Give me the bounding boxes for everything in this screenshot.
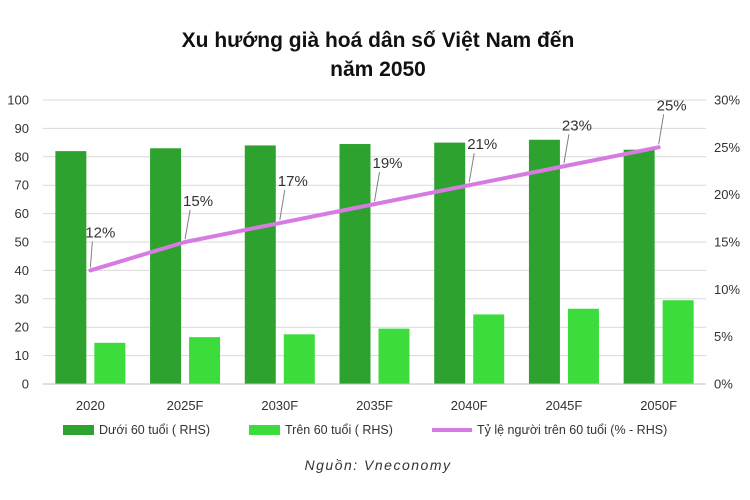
x-tick-label: 2040F bbox=[451, 398, 488, 413]
data-label: 23% bbox=[562, 117, 592, 134]
bars bbox=[55, 139, 694, 384]
y-axis-right: 0% 5% 10% 15% 20% 25% 30% bbox=[714, 93, 740, 392]
data-label: 19% bbox=[372, 155, 402, 172]
leader-line bbox=[374, 172, 380, 202]
bar-over-60 bbox=[473, 314, 505, 384]
leader-line bbox=[89, 241, 93, 268]
x-tick-label: 2030F bbox=[261, 398, 298, 413]
x-tick-label: 2035F bbox=[356, 398, 393, 413]
data-label: 25% bbox=[657, 97, 687, 114]
legend: Dưới 60 tuổi ( RHS) Trên 60 tuổi ( RHS) Tỷ… bbox=[63, 423, 667, 437]
leader-line bbox=[279, 189, 286, 221]
y-right-tick-label: 15% bbox=[714, 235, 740, 250]
y-left-tick-label: 90 bbox=[15, 121, 29, 136]
y-left-tick-label: 40 bbox=[15, 263, 29, 278]
y-right-tick-label: 25% bbox=[714, 140, 740, 155]
y-left-tick-label: 20 bbox=[15, 320, 29, 335]
y-right-tick-label: 20% bbox=[714, 187, 740, 202]
y-left-tick-label: 80 bbox=[15, 149, 29, 164]
y-right-tick-label: 10% bbox=[714, 282, 740, 297]
y-left-tick-label: 70 bbox=[15, 178, 29, 193]
leader-line bbox=[468, 153, 475, 183]
x-axis: 2020 2025F 2030F 2035F 2040F 2045F 2050F bbox=[43, 383, 706, 413]
chart-title-line-2: năm 2050 bbox=[330, 58, 426, 81]
bar-over-60 bbox=[567, 308, 599, 384]
y-axis-left: 0 10 20 30 40 50 60 70 80 90 100 bbox=[7, 93, 29, 392]
bar-under-60 bbox=[55, 151, 87, 384]
bar-under-60 bbox=[150, 148, 182, 384]
bar-over-60 bbox=[378, 328, 410, 384]
leader-line bbox=[658, 114, 665, 145]
y-right-tick-label: 30% bbox=[714, 93, 740, 108]
legend-label: Dưới 60 tuổi ( RHS) bbox=[99, 423, 210, 437]
bar-over-60 bbox=[662, 300, 694, 384]
legend-label: Tỷ lệ người trên 60 tuổi (% - RHS) bbox=[477, 423, 667, 437]
chart-title: Xu hướng già hoá dân số Việt Nam đến năm… bbox=[182, 29, 575, 81]
legend-swatch bbox=[63, 425, 94, 435]
data-label: 15% bbox=[183, 193, 213, 210]
bar-over-60 bbox=[283, 334, 315, 384]
bar-over-60 bbox=[189, 337, 221, 384]
legend-label: Trên 60 tuổi ( RHS) bbox=[285, 423, 393, 437]
x-tick-label: 2050F bbox=[640, 398, 677, 413]
y-left-tick-label: 60 bbox=[15, 206, 29, 221]
y-left-tick-label: 10 bbox=[15, 348, 29, 363]
bar-over-60 bbox=[94, 342, 126, 384]
leader-line bbox=[184, 209, 191, 240]
chart-title-line-1: Xu hướng già hoá dân số Việt Nam đến bbox=[182, 29, 575, 52]
y-left-tick-label: 100 bbox=[7, 93, 29, 108]
data-label: 12% bbox=[85, 224, 115, 241]
legend-swatch bbox=[249, 425, 280, 435]
bar-under-60 bbox=[244, 145, 276, 384]
y-left-tick-label: 30 bbox=[15, 291, 29, 306]
y-left-tick-label: 50 bbox=[15, 235, 29, 250]
line-ratio-over-60 bbox=[88, 145, 661, 273]
data-label: 21% bbox=[467, 136, 497, 153]
data-label: 17% bbox=[278, 173, 308, 190]
y-left-tick-label: 0 bbox=[22, 377, 29, 392]
bar-under-60 bbox=[434, 142, 466, 384]
bar-under-60 bbox=[339, 144, 371, 384]
bar-under-60 bbox=[623, 149, 655, 384]
line-series: 12% 15% 17% 19% 21% 23% 25% bbox=[85, 97, 687, 273]
y-right-tick-label: 0% bbox=[714, 377, 733, 392]
y-right-tick-label: 5% bbox=[714, 329, 733, 344]
leader-line bbox=[563, 134, 570, 164]
gridlines bbox=[43, 99, 706, 385]
bar-under-60 bbox=[528, 139, 560, 384]
source-note: Nguồn: Vneconomy bbox=[305, 457, 452, 473]
x-tick-label: 2045F bbox=[545, 398, 582, 413]
x-tick-label: 2020 bbox=[76, 398, 105, 413]
x-tick-label: 2025F bbox=[167, 398, 204, 413]
